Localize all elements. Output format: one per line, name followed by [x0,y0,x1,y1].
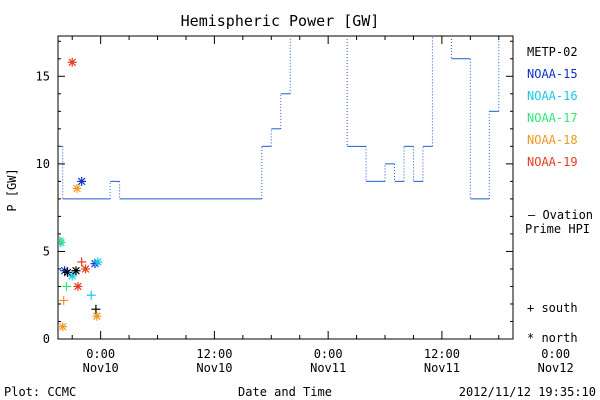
data-point [584,296,593,305]
y-tick-label: 5 [43,244,50,258]
data-point [67,271,77,281]
y-tick-label: 15 [36,69,50,83]
data-point [59,236,65,246]
ovation-legend-label: — Ovation [528,208,593,222]
legend-item: NOAA-17 [527,111,578,125]
x-tick-label: 12:00 [196,347,232,361]
x-tick-date-label: Nov11 [424,361,460,375]
plot-frame [57,35,514,340]
x-tick-date-label: Nov10 [196,361,232,375]
symbol-legend: + south * north [527,301,578,345]
x-axis: 0:00Nov1012:00Nov100:00Nov1112:00Nov110:… [71,36,574,375]
data-point [594,263,600,272]
data-point [62,281,72,291]
data-point [77,176,87,186]
data-point [589,231,598,240]
data-point [93,257,103,267]
data-point [77,257,87,267]
x-axis-label: Date and Time [238,385,332,399]
legend: METP-02 NOAA-15 NOAA-16 NOAA-17 NOAA-18 NOAA-… [527,45,578,169]
x-tick-label: 0:00 [86,347,115,361]
data-point [80,264,90,274]
data-point [62,267,72,277]
y-tick-label: 10 [36,157,50,171]
legend-item: NOAA-15 [527,67,578,81]
data-point [71,266,81,276]
plot-area [59,37,600,332]
x-tick-label: 0:00 [314,347,343,361]
data-point [86,290,96,300]
data-point [580,282,589,291]
data-point [92,311,102,321]
data-point [59,322,68,332]
ovation-legend-label-line2: Prime HPI [525,222,590,236]
symbol-legend-item: + south [527,301,578,315]
data-point [589,77,598,86]
data-point [72,183,82,193]
plot-credit: Plot: CCMC [4,385,76,399]
data-point [73,281,83,291]
data-point [91,304,101,314]
data-point [59,295,69,305]
y-tick-label: 0 [43,332,50,346]
y-axis: 0 5 10 15 [36,40,513,346]
chart-title: Hemispheric Power [GW] [181,12,380,30]
symbol-legend-item: * north [527,331,578,345]
plot-timestamp: 2012/11/12 19:35:10 [459,385,596,399]
legend-item: NOAA-19 [527,155,578,169]
legend-item: NOAA-18 [527,133,578,147]
y-axis-label: P [GW] [5,168,19,211]
legend-item: NOAA-16 [527,89,578,103]
x-tick-label: 0:00 [541,347,570,361]
x-tick-date-label: Nov11 [310,361,346,375]
legend-item: METP-02 [527,45,578,59]
x-tick-label: 12:00 [424,347,460,361]
data-point [67,57,77,67]
x-tick-date-label: Nov12 [538,361,574,375]
x-tick-date-label: Nov10 [83,361,119,375]
